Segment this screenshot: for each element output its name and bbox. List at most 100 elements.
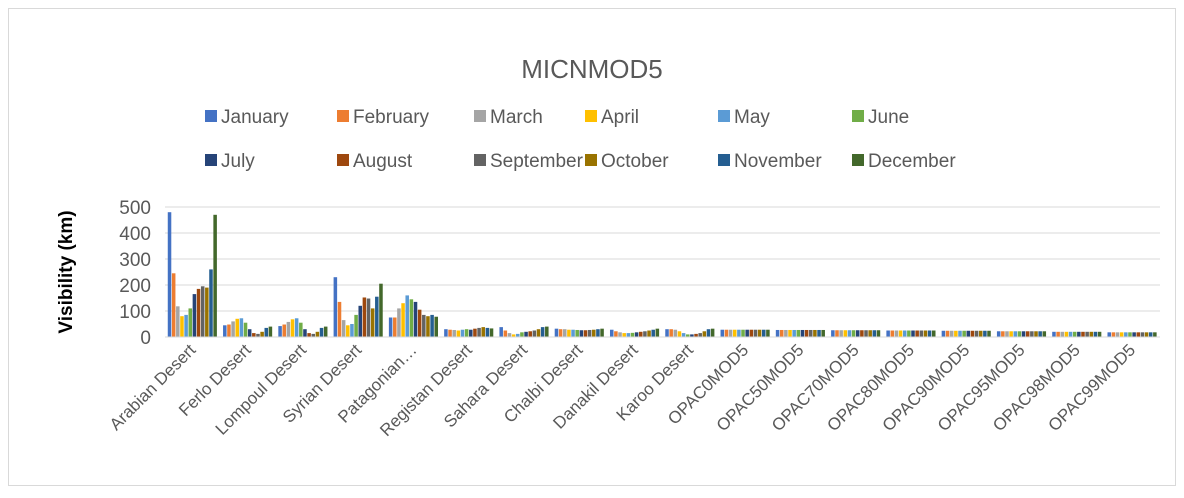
bar <box>800 329 805 337</box>
bar <box>409 299 414 337</box>
bar <box>596 329 600 337</box>
bar <box>872 330 877 337</box>
bar <box>600 328 604 337</box>
bar <box>299 322 303 337</box>
bar <box>983 330 987 337</box>
bar <box>851 330 856 337</box>
bar <box>622 333 626 337</box>
bar <box>1153 332 1157 337</box>
bar <box>698 333 702 337</box>
bar <box>481 327 485 337</box>
bar <box>1148 332 1153 337</box>
bar <box>614 331 618 337</box>
bar <box>184 314 188 337</box>
bar <box>839 330 843 337</box>
bar <box>808 329 813 337</box>
bar <box>1068 331 1073 337</box>
bar <box>571 329 575 337</box>
bar <box>286 321 291 337</box>
bar <box>499 327 503 337</box>
bar <box>247 329 252 337</box>
bar <box>792 329 796 337</box>
bar <box>1107 332 1112 337</box>
bar <box>876 330 881 337</box>
bar <box>907 330 911 337</box>
legend-label: September <box>490 151 584 172</box>
bar <box>753 329 758 337</box>
bar <box>1115 332 1120 337</box>
legend-swatch <box>585 154 597 166</box>
legend-label: August <box>353 151 413 172</box>
bar <box>945 330 950 337</box>
bar <box>634 332 639 337</box>
legend-swatch <box>718 154 730 166</box>
legend-label: June <box>868 107 909 128</box>
bar <box>639 331 643 337</box>
bar <box>239 318 244 337</box>
bar <box>256 333 260 337</box>
bar <box>422 314 426 337</box>
bar <box>941 330 946 337</box>
bar <box>545 326 549 337</box>
legend-swatch <box>585 110 597 122</box>
bar <box>978 330 983 337</box>
legend-label: October <box>601 151 669 172</box>
bar <box>264 327 269 337</box>
bar <box>375 296 379 337</box>
bar <box>1056 331 1060 337</box>
bar <box>346 325 350 337</box>
bar <box>1064 331 1069 337</box>
bar <box>452 329 456 337</box>
bar <box>337 301 342 337</box>
bar <box>737 329 741 337</box>
bar <box>821 329 825 337</box>
bar <box>1093 331 1098 337</box>
bar <box>575 329 579 337</box>
bar <box>227 324 231 337</box>
bar <box>954 330 958 337</box>
bar <box>724 329 729 337</box>
legend-label: February <box>353 107 430 128</box>
bar <box>651 329 655 337</box>
bar <box>775 329 780 337</box>
bar <box>171 273 176 337</box>
bar <box>213 214 217 337</box>
bar <box>405 295 409 337</box>
bar <box>1038 331 1042 337</box>
bar <box>583 330 588 337</box>
bar <box>1089 331 1094 337</box>
bar <box>609 329 614 337</box>
bar <box>931 330 936 337</box>
bar <box>1052 331 1056 337</box>
bar <box>397 308 401 337</box>
bar <box>720 329 725 337</box>
bar <box>1077 331 1081 337</box>
bar <box>1034 331 1038 337</box>
bar <box>685 334 690 337</box>
bar <box>966 330 971 337</box>
bar <box>524 331 528 337</box>
bar <box>813 329 817 337</box>
bar <box>962 330 966 337</box>
bar <box>890 330 895 337</box>
bar <box>278 326 282 337</box>
bar <box>860 330 864 337</box>
bar <box>290 319 295 337</box>
bar <box>1119 332 1124 337</box>
bar <box>231 321 235 337</box>
bar <box>209 269 213 337</box>
bar <box>923 330 928 337</box>
bar <box>1081 331 1085 337</box>
bar <box>1140 332 1145 337</box>
bar <box>554 328 559 337</box>
bar <box>762 329 766 337</box>
bar <box>223 325 227 337</box>
bar <box>1072 331 1077 337</box>
legend-label: May <box>734 107 770 128</box>
bar <box>205 287 209 337</box>
legend-swatch <box>205 154 217 166</box>
bar <box>587 329 592 337</box>
bar <box>1136 332 1141 337</box>
bar <box>507 333 512 337</box>
bar <box>477 327 481 337</box>
